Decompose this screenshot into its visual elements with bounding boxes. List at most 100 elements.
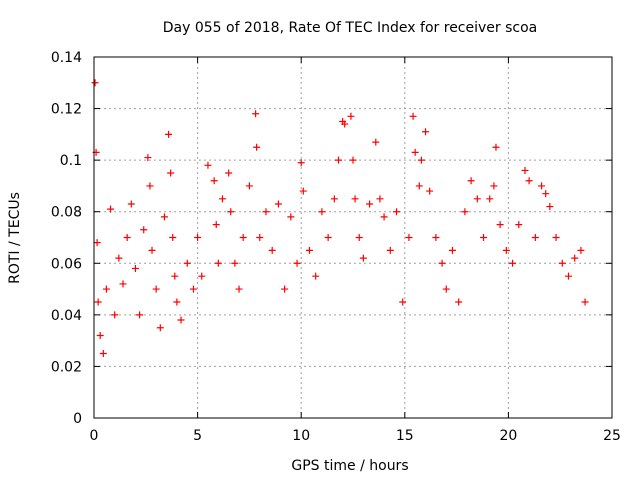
data-point — [486, 195, 494, 203]
data-points — [91, 79, 589, 358]
data-point — [96, 331, 104, 339]
data-point — [256, 234, 264, 241]
data-point — [171, 272, 179, 280]
data-point — [490, 182, 498, 190]
data-point — [107, 205, 115, 213]
data-point — [144, 154, 152, 162]
data-point — [405, 234, 413, 241]
data-point — [334, 156, 342, 164]
plot-frame — [93, 56, 613, 419]
data-point — [140, 226, 148, 234]
data-point — [212, 221, 220, 229]
data-point — [417, 156, 425, 164]
data-point — [293, 259, 301, 267]
data-point — [542, 190, 550, 198]
data-point — [380, 213, 388, 221]
data-point — [198, 272, 206, 280]
data-point — [324, 234, 332, 241]
data-point — [376, 195, 384, 203]
x-tick-label: 10 — [292, 428, 310, 444]
x-tick-label: 5 — [193, 428, 202, 444]
data-point — [239, 234, 247, 241]
y-tick-label: 0.1 — [60, 153, 82, 169]
data-point — [177, 316, 185, 324]
data-point — [169, 234, 177, 241]
data-point — [422, 128, 430, 136]
y-tick-label: 0.06 — [51, 256, 82, 272]
data-point — [393, 208, 401, 216]
data-point — [305, 246, 313, 254]
data-point — [442, 285, 450, 293]
x-tick-labels: 0 5 10 15 20 25 — [90, 428, 621, 444]
y-tick-label: 0.08 — [51, 205, 82, 221]
data-point — [152, 285, 160, 293]
x-tick-label: 15 — [396, 428, 414, 444]
data-point — [552, 234, 560, 241]
data-point — [167, 169, 175, 177]
y-axis-title: ROTI / TECUs — [7, 192, 23, 284]
data-point — [119, 280, 127, 288]
data-point — [415, 182, 423, 190]
data-point — [538, 182, 546, 190]
data-point — [564, 272, 572, 280]
x-tick-label: 20 — [499, 428, 517, 444]
data-point — [111, 311, 119, 319]
data-point — [299, 187, 307, 195]
y-tick-label: 0.14 — [51, 50, 82, 66]
data-point — [318, 208, 326, 216]
data-point — [99, 350, 107, 358]
x-axis-title: GPS time / hours — [291, 458, 408, 474]
chart-title: Day 055 of 2018, Rate Of TEC Index for r… — [163, 20, 538, 36]
data-point — [148, 246, 156, 254]
data-point — [411, 148, 419, 156]
data-point — [432, 234, 440, 241]
y-tick-label: 0 — [73, 411, 82, 427]
data-point — [558, 259, 566, 267]
data-point — [438, 259, 446, 267]
data-point — [225, 169, 233, 177]
y-tick-labels: 0 0.02 0.04 0.06 0.08 0.1 0.12 0.14 — [51, 50, 82, 427]
data-point — [214, 259, 222, 267]
data-point — [102, 285, 110, 293]
y-tick-label: 0.12 — [51, 102, 82, 118]
data-point — [252, 110, 260, 118]
data-point — [189, 285, 197, 293]
data-point — [94, 298, 102, 306]
data-point — [577, 246, 585, 254]
data-point — [204, 161, 212, 169]
data-point — [426, 187, 434, 195]
data-point — [91, 79, 99, 87]
data-point — [372, 138, 380, 146]
data-point — [521, 166, 529, 174]
data-point — [312, 272, 320, 280]
data-point — [399, 298, 407, 306]
data-point — [297, 159, 305, 167]
data-point — [492, 143, 500, 151]
data-point — [467, 177, 475, 185]
data-point — [235, 285, 243, 293]
data-point — [571, 254, 579, 262]
x-tick-label: 0 — [90, 428, 99, 444]
data-point — [245, 182, 253, 190]
x-tick-label: 25 — [603, 428, 621, 444]
data-point — [218, 195, 226, 203]
data-point — [115, 254, 123, 262]
data-point — [281, 285, 289, 293]
data-point — [262, 208, 270, 216]
data-point — [183, 259, 191, 267]
data-point — [581, 298, 589, 306]
data-point — [287, 213, 295, 221]
data-point — [515, 221, 523, 229]
data-point — [274, 200, 282, 208]
data-point — [194, 234, 202, 241]
data-point — [93, 239, 101, 247]
data-point — [127, 200, 135, 208]
data-point — [160, 213, 168, 221]
data-point — [455, 298, 463, 306]
data-point — [366, 200, 374, 208]
y-tick-label: 0.04 — [51, 308, 82, 324]
data-point — [123, 234, 131, 241]
data-point — [347, 112, 355, 120]
